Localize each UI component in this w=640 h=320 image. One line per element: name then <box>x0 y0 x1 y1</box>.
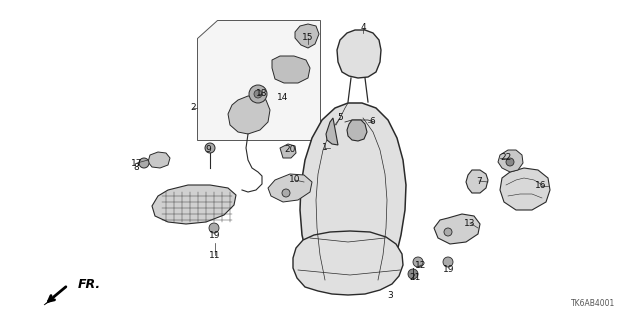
Polygon shape <box>152 185 236 224</box>
Polygon shape <box>466 170 488 193</box>
Circle shape <box>205 143 215 153</box>
Polygon shape <box>434 214 480 244</box>
Circle shape <box>139 158 149 168</box>
Text: 11: 11 <box>209 251 221 260</box>
Polygon shape <box>272 56 310 83</box>
Text: 7: 7 <box>476 177 482 186</box>
Text: 17: 17 <box>131 158 143 167</box>
Polygon shape <box>347 120 367 141</box>
Polygon shape <box>148 152 170 168</box>
Text: 22: 22 <box>500 154 511 163</box>
Polygon shape <box>268 174 312 202</box>
Polygon shape <box>228 96 270 134</box>
Circle shape <box>282 189 290 197</box>
Text: 8: 8 <box>133 164 139 172</box>
Text: 15: 15 <box>302 34 314 43</box>
Polygon shape <box>326 118 338 145</box>
Text: 19: 19 <box>444 266 455 275</box>
Text: TK6AB4001: TK6AB4001 <box>571 299 615 308</box>
Text: 18: 18 <box>256 90 268 99</box>
Text: 21: 21 <box>410 274 420 283</box>
Circle shape <box>254 90 262 98</box>
Text: 1: 1 <box>322 143 328 153</box>
Text: 20: 20 <box>284 146 296 155</box>
Text: 12: 12 <box>415 260 427 269</box>
Polygon shape <box>197 20 320 140</box>
Text: 13: 13 <box>464 219 476 228</box>
Polygon shape <box>498 150 523 172</box>
Circle shape <box>413 257 423 267</box>
Text: 9: 9 <box>205 146 211 155</box>
Text: 5: 5 <box>337 114 343 123</box>
Polygon shape <box>44 295 56 305</box>
Text: 3: 3 <box>387 291 393 300</box>
Text: FR.: FR. <box>78 278 101 292</box>
Polygon shape <box>337 30 381 78</box>
Polygon shape <box>295 24 319 48</box>
Text: 6: 6 <box>369 117 375 126</box>
Text: 2: 2 <box>190 103 196 113</box>
Polygon shape <box>500 168 550 210</box>
Circle shape <box>408 269 418 279</box>
Circle shape <box>444 228 452 236</box>
Polygon shape <box>300 103 406 285</box>
Text: 14: 14 <box>277 92 289 101</box>
Text: 19: 19 <box>209 230 221 239</box>
Circle shape <box>249 85 267 103</box>
Text: 4: 4 <box>360 23 366 33</box>
Text: 10: 10 <box>289 175 301 185</box>
Text: 16: 16 <box>535 181 547 190</box>
Circle shape <box>443 257 453 267</box>
Polygon shape <box>280 144 296 158</box>
Polygon shape <box>293 231 403 295</box>
Circle shape <box>506 158 514 166</box>
Circle shape <box>209 223 219 233</box>
